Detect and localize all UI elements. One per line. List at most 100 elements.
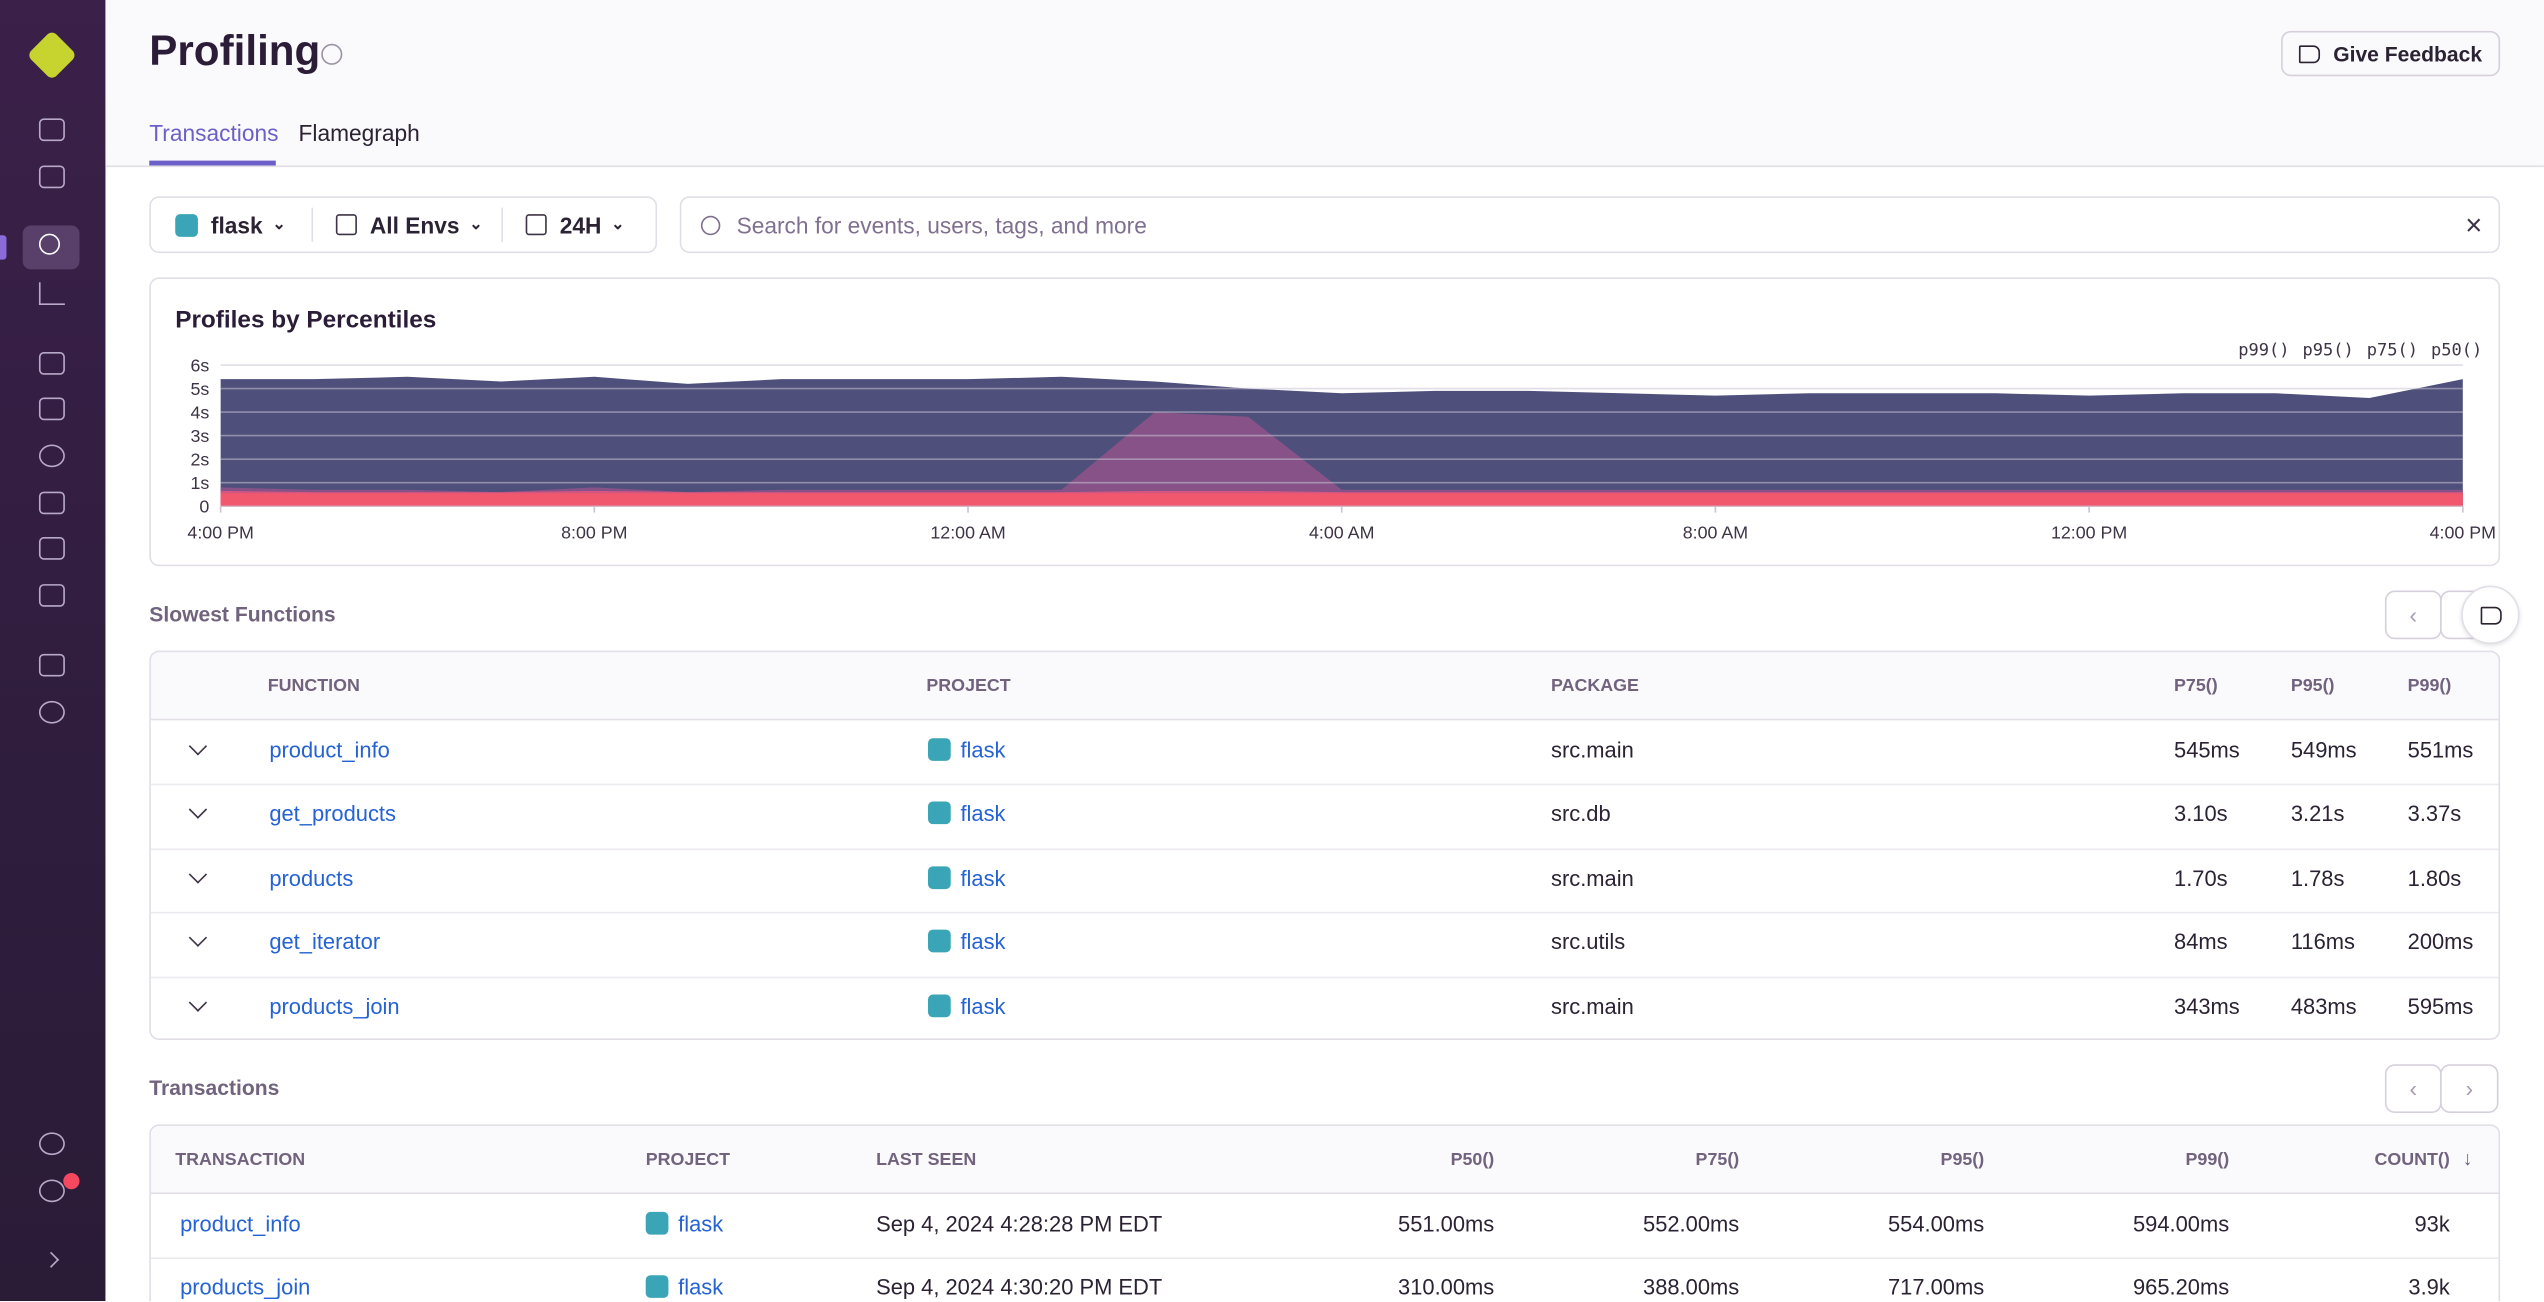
nav-settings[interactable]	[38, 700, 65, 724]
table-cell: src.main	[1551, 866, 1634, 890]
legend-label: p50()	[2430, 340, 2483, 361]
table-cell: 483ms	[2291, 994, 2357, 1018]
logo[interactable]	[26, 29, 78, 81]
feedback-button[interactable]: Give Feedback	[2281, 30, 2501, 77]
feedback-widget[interactable]	[2461, 585, 2520, 645]
nav-performance[interactable]	[38, 352, 65, 375]
x-tick-label: 4:00 AM	[1309, 523, 1374, 543]
table-cell[interactable]: flask	[928, 738, 1006, 763]
table-cell[interactable]: flask	[928, 866, 1006, 891]
cell-text[interactable]: flask	[960, 993, 1006, 1019]
env-label: All Envs	[369, 211, 460, 238]
nav-help[interactable]	[38, 1132, 65, 1156]
table-cell[interactable]: products_join	[269, 994, 399, 1018]
legend-item[interactable]: p95()	[2302, 341, 2353, 360]
cell-text[interactable]: get_iterator	[269, 929, 381, 955]
project-icon	[928, 866, 951, 889]
cell-text[interactable]: flask	[960, 866, 1006, 891]
legend-item[interactable]: p75()	[2367, 341, 2418, 360]
project-icon	[928, 738, 951, 761]
expand-toggle[interactable]	[188, 801, 208, 820]
legend-label: p75()	[2366, 340, 2419, 361]
legend-item[interactable]: p50()	[2431, 341, 2482, 360]
expand-toggle[interactable]	[188, 992, 208, 1012]
table-header-bg	[150, 1125, 2499, 1195]
table-cell[interactable]: product_info	[269, 738, 390, 762]
table-cell: 595ms	[2408, 994, 2474, 1018]
clear-button[interactable]: ×	[2465, 209, 2483, 242]
project-icon	[175, 213, 198, 237]
cell-text: 1.80s	[2407, 866, 2462, 891]
column-header: P75()	[2174, 676, 2218, 697]
cell-text: 965.20ms	[2132, 1275, 2230, 1301]
cell-text[interactable]: product_info	[180, 1211, 301, 1237]
table-cell[interactable]: get_products	[269, 802, 396, 826]
tab[interactable]: Flamegraph	[298, 120, 420, 147]
table-cell[interactable]: flask	[928, 993, 1006, 1019]
cell-text[interactable]: product_info	[269, 738, 390, 763]
project-icon	[645, 1211, 669, 1235]
nav-projects[interactable]	[38, 165, 65, 189]
table-cell[interactable]: product_info	[180, 1212, 301, 1236]
nav-archive[interactable]	[38, 584, 65, 607]
table-cell: Sep 4, 2024 4:30:20 PM EDT	[876, 1276, 1162, 1300]
column-header: LAST SEEN	[876, 1150, 977, 1170]
table-cell: 84ms	[2174, 930, 2228, 954]
cell-text[interactable]: flask	[960, 802, 1006, 827]
expand-toggle[interactable]	[188, 864, 208, 884]
nav-broadcasts[interactable]	[38, 1179, 65, 1203]
nav-explore[interactable]	[38, 233, 61, 255]
table-cell: 551ms	[2408, 738, 2474, 762]
nav-dashboards[interactable]	[38, 537, 65, 560]
cell-text[interactable]: get_products	[269, 802, 396, 827]
cell-text: 3.21s	[2290, 802, 2345, 827]
prev-page[interactable]: ‹	[2384, 590, 2442, 640]
cell-text[interactable]: flask	[960, 929, 1006, 955]
calendar-icon	[335, 214, 357, 236]
column-header: P99()	[2407, 676, 2452, 697]
collapse-toggle[interactable]	[43, 1251, 60, 1268]
expand-toggle[interactable]	[188, 737, 208, 756]
tab[interactable]: Transactions	[149, 120, 279, 147]
env-filter[interactable]: All Envs ⌄	[335, 196, 483, 253]
table-cell[interactable]: products_join	[180, 1276, 310, 1300]
nav-releases[interactable]	[38, 444, 65, 468]
legend-label: p95()	[2302, 340, 2354, 361]
table-cell: 717.00ms	[1888, 1276, 1984, 1300]
column-header: TRANSACTION	[175, 1150, 306, 1170]
table-cell[interactable]: flask	[928, 929, 1006, 955]
table-cell[interactable]: products	[269, 866, 353, 890]
table-cell[interactable]: get_iterator	[269, 930, 380, 954]
legend-item[interactable]: p99()	[2238, 341, 2289, 360]
nav-stats[interactable]	[38, 653, 65, 677]
cell-text[interactable]: products_join	[180, 1275, 311, 1301]
cell-text[interactable]: products_join	[269, 993, 400, 1019]
row-divider	[150, 848, 2499, 850]
prev-page[interactable]: ‹	[2384, 1064, 2442, 1113]
table-cell[interactable]: flask	[645, 1211, 724, 1237]
nav-alerts[interactable]	[38, 491, 65, 515]
nav-feedback[interactable]	[38, 397, 65, 421]
search-input[interactable]: Search for events, users, tags, and more…	[679, 196, 2501, 254]
table-cell[interactable]: flask	[645, 1275, 724, 1301]
cell-text[interactable]: flask	[960, 738, 1006, 763]
cell-text: 545ms	[2174, 738, 2240, 763]
help-icon[interactable]	[321, 43, 343, 65]
nav-insights[interactable]	[38, 282, 65, 306]
nav-issues[interactable]	[38, 118, 65, 142]
cell-text[interactable]: flask	[678, 1211, 724, 1237]
header-bg	[105, 0, 2544, 168]
search-placeholder: Search for events, users, tags, and more	[736, 211, 1147, 238]
y-tick-label: 4s	[190, 403, 209, 423]
column-header: PROJECT	[645, 1150, 731, 1170]
project-filter[interactable]: flask ⌄	[175, 196, 286, 253]
cell-text[interactable]: flask	[678, 1275, 724, 1301]
cell-text: 594.00ms	[2132, 1211, 2230, 1237]
expand-toggle[interactable]	[188, 928, 208, 948]
next-page[interactable]: ›	[2440, 1064, 2499, 1113]
table-cell[interactable]: flask	[928, 802, 1006, 827]
period-filter[interactable]: 24H ⌄	[525, 196, 625, 253]
nav-active-bar	[0, 235, 7, 260]
area	[220, 493, 2463, 507]
cell-text[interactable]: products	[269, 866, 354, 891]
